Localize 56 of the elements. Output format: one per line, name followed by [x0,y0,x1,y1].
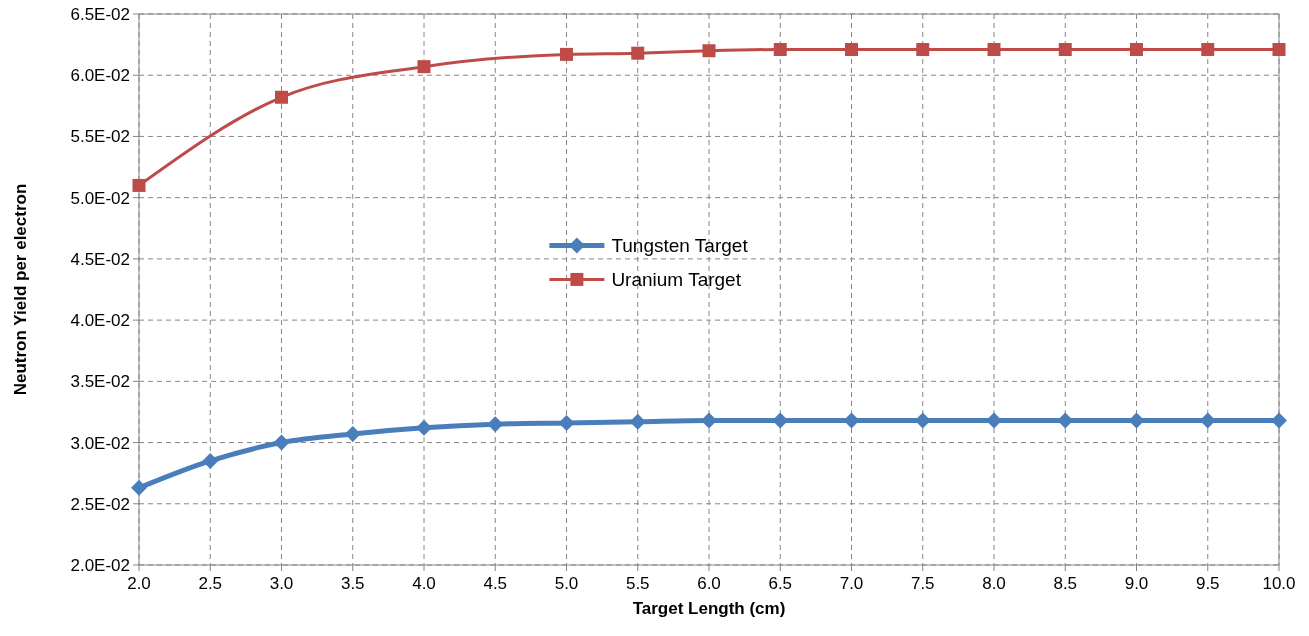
point [558,414,575,431]
y-tick-label: 2.5E-02 [70,494,130,514]
point [416,419,432,436]
y-tick-label: 6.5E-02 [70,4,130,24]
x-tick-label: 7.0 [839,574,864,593]
point [1201,43,1215,57]
y-tick-label: 5.5E-02 [70,127,130,147]
x-tick-label: 2.5 [198,574,223,593]
x-tick-label: 2.0 [127,574,151,593]
point [275,90,288,104]
point [560,47,573,61]
point [1272,43,1286,57]
point [417,60,431,74]
point [1130,43,1143,57]
point [273,434,290,451]
y-tick-label: 3.0E-02 [70,433,130,453]
x-tick-label: 9.0 [1124,574,1149,593]
point [1058,43,1072,57]
legend-label: Tungsten Target [611,235,749,257]
x-tick-label: 3.5 [340,574,365,593]
point [987,43,1001,57]
x-axis-title: Target Length (cm) [632,599,786,618]
legend-label: Uranium Target [611,269,742,291]
point [344,425,361,442]
point [845,43,858,57]
point [702,44,716,58]
x-tick-label: 9.5 [1195,574,1220,593]
x-tick-label: 8.0 [982,574,1006,593]
point [631,46,645,60]
x-tick-label: 6.5 [768,574,793,593]
y-tick-label: 4.0E-02 [70,311,130,331]
x-tick-label: 4.5 [483,574,508,593]
y-tick-label: 6.0E-02 [70,66,130,86]
point [1271,412,1287,429]
y-axis-title: Neutron Yield per electron [11,183,30,396]
point [773,43,787,57]
point [202,452,219,469]
x-tick-label: 5.5 [625,574,650,593]
x-tick-label: 4.0 [412,574,436,593]
y-tick-label: 2.0E-02 [70,555,130,575]
x-tick-label: 6.0 [697,574,721,593]
point [131,479,147,496]
point [132,178,146,192]
y-tick-label: 4.5E-02 [70,249,130,269]
y-tick-label: 3.5E-02 [70,372,130,392]
x-tick-label: 10.0 [1262,574,1296,593]
point [487,416,504,433]
point [701,412,717,429]
x-tick-label: 3.0 [269,574,294,593]
x-tick-label: 7.5 [910,574,935,593]
point [629,413,646,430]
x-tick-label: 5.0 [554,574,579,593]
point [916,43,930,57]
point [986,412,1002,429]
y-tick-label: 5.0E-02 [70,188,130,208]
x-tick-label: 8.5 [1053,574,1078,593]
